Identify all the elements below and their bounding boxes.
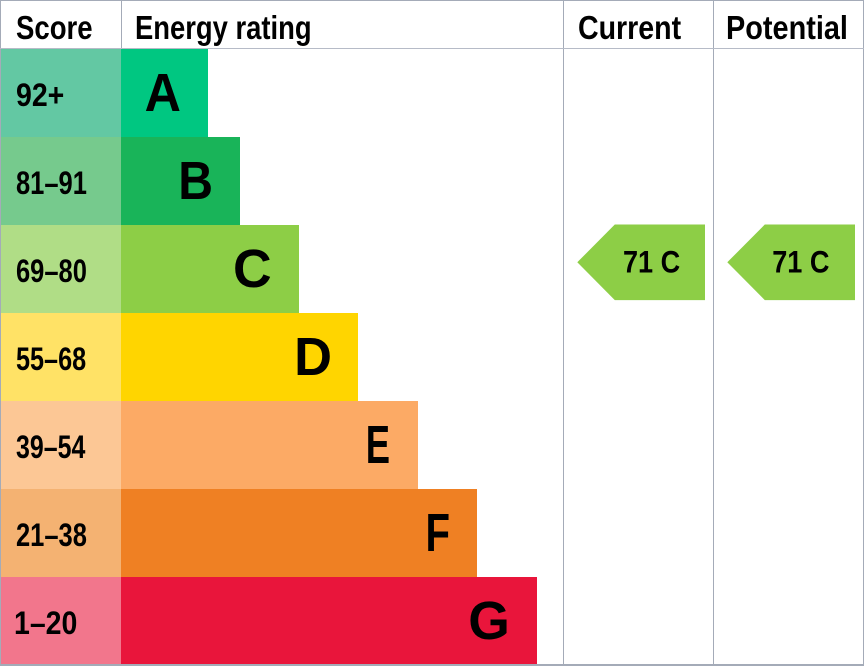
- svg-text:71 C: 71 C: [772, 244, 829, 279]
- svg-text:71 C: 71 C: [623, 244, 680, 279]
